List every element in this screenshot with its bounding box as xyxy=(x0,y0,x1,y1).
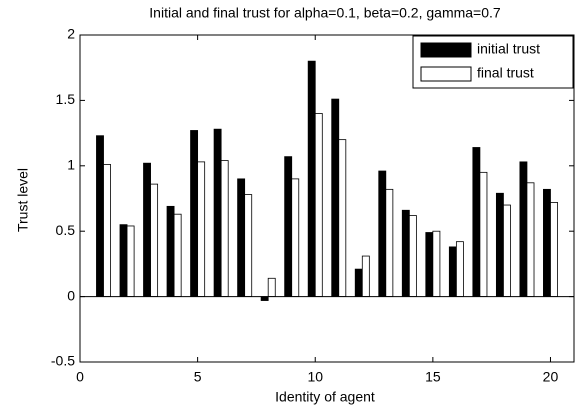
bar xyxy=(237,178,246,298)
bar xyxy=(119,224,128,298)
bar xyxy=(307,60,316,298)
bar xyxy=(166,205,175,298)
bar xyxy=(267,277,276,297)
plot-area xyxy=(80,35,574,362)
legend-label: initial trust xyxy=(477,41,540,57)
x-tick-label: 0 xyxy=(76,369,84,385)
bar xyxy=(103,164,111,298)
x-tick-label: 15 xyxy=(425,369,441,385)
legend-label: final trust xyxy=(477,65,534,81)
y-axis-label: Trust level xyxy=(15,168,31,232)
bar xyxy=(284,156,293,297)
y-tick-label: 1.5 xyxy=(56,91,76,107)
bar xyxy=(425,232,434,297)
bar xyxy=(519,161,528,298)
bar xyxy=(526,182,535,297)
legend-swatch xyxy=(420,66,472,82)
x-axis-label: Identity of agent xyxy=(275,389,375,405)
legend-swatch xyxy=(420,42,472,58)
bar xyxy=(354,268,363,297)
bar xyxy=(260,296,269,301)
bar xyxy=(503,204,511,297)
bar xyxy=(314,113,323,297)
plot-frame xyxy=(79,34,575,363)
y-tick-label: 0 xyxy=(67,287,75,303)
bar xyxy=(385,188,394,297)
bar xyxy=(150,183,159,297)
chart-title: Initial and final trust for alpha=0.1, b… xyxy=(149,5,501,21)
bar xyxy=(338,139,347,298)
bar xyxy=(213,128,222,297)
bar xyxy=(173,213,182,297)
bar xyxy=(96,135,104,298)
bar xyxy=(291,178,300,298)
y-tick-label: 0.5 xyxy=(56,222,76,238)
bar xyxy=(479,171,488,297)
bar xyxy=(401,209,410,298)
bar xyxy=(331,98,340,297)
bar xyxy=(143,162,151,298)
x-tick-label: 10 xyxy=(307,369,323,385)
bar xyxy=(448,246,457,297)
bar xyxy=(432,230,441,297)
bar xyxy=(408,215,417,297)
bar xyxy=(197,161,206,298)
x-tick-label: 20 xyxy=(543,369,559,385)
bar xyxy=(220,160,229,297)
y-tick-label: 1 xyxy=(67,157,75,173)
x-tick-label: 5 xyxy=(194,369,202,385)
bar xyxy=(543,188,551,297)
bar xyxy=(472,147,481,298)
y-tick-label: -0.5 xyxy=(51,353,75,369)
bar xyxy=(361,255,370,298)
bar xyxy=(455,241,464,298)
bar xyxy=(190,130,199,297)
bar xyxy=(378,170,387,297)
bar xyxy=(126,225,135,298)
bar xyxy=(244,194,253,298)
bar xyxy=(495,192,504,298)
y-tick-label: 2 xyxy=(67,26,75,42)
bar xyxy=(550,202,558,297)
